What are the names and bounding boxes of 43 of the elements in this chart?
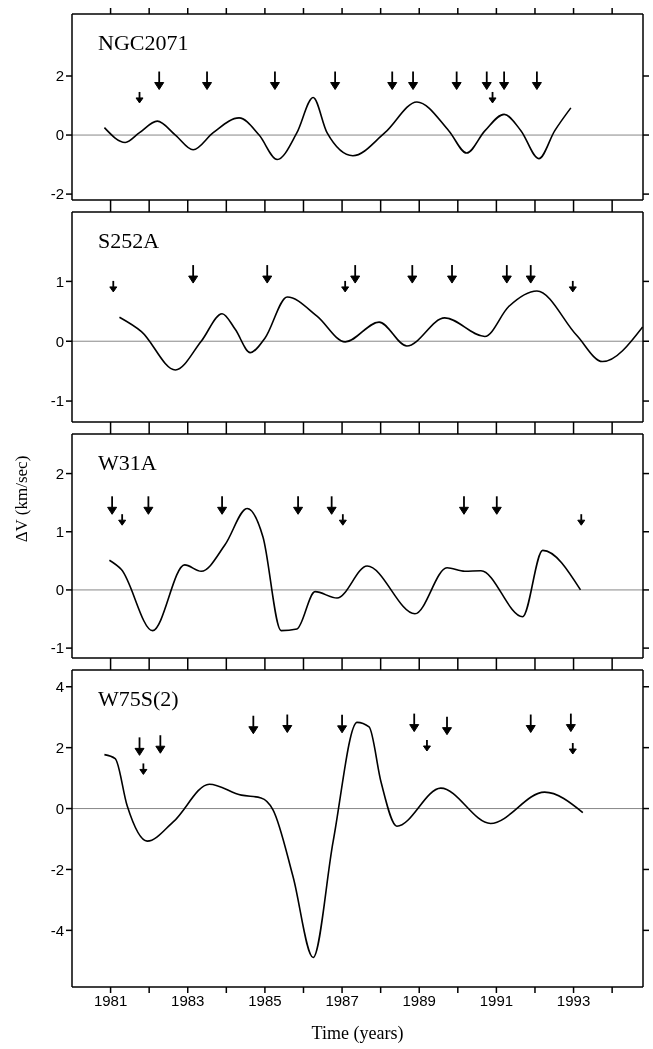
y-tick-label: 0	[55, 581, 64, 599]
y-axis-title: ΔV (km/sec)	[12, 454, 32, 544]
y-tick-label: 0	[55, 332, 64, 350]
x-tick-label: 1989	[402, 991, 436, 1009]
point	[248, 726, 259, 735]
point	[155, 745, 166, 754]
y-tick-label: 2	[55, 738, 64, 756]
y-tick-label: 2	[55, 67, 64, 85]
line-series	[108, 507, 582, 632]
text: W75S(2)	[98, 686, 179, 712]
line-series	[103, 721, 584, 959]
x-axis-title: Time (years)	[311, 1023, 404, 1044]
x-tick-label: 1991	[479, 991, 514, 1009]
y-tick-label: 0	[55, 799, 64, 817]
y-tick-label: 4	[55, 678, 64, 696]
x-tick-label: 1993	[556, 991, 591, 1009]
point	[565, 724, 576, 733]
y-tick-label: -1	[50, 392, 64, 410]
text: S252A	[98, 228, 160, 254]
y-tick-label: 0	[55, 126, 64, 144]
y-tick-label: -2	[50, 860, 64, 878]
point	[525, 725, 536, 734]
point	[337, 725, 348, 734]
y-tick-label: 1	[55, 272, 64, 290]
y-tick-label: -2	[50, 185, 64, 203]
y-tick-label: 1	[55, 523, 64, 541]
y-tick-label: -1	[50, 639, 64, 657]
x-tick-label: 1983	[171, 991, 205, 1009]
point	[422, 745, 431, 752]
y-tick-label: 2	[55, 464, 64, 482]
point	[568, 748, 577, 755]
point	[282, 725, 293, 734]
line-series	[103, 96, 572, 161]
x-tick-label: 1987	[325, 991, 359, 1009]
text: NGC2071	[98, 30, 189, 56]
point	[139, 768, 148, 775]
point	[442, 727, 453, 736]
point	[134, 747, 145, 756]
point	[409, 724, 420, 733]
y-tick-label: -4	[50, 921, 64, 939]
x-tick-label: 1985	[248, 991, 282, 1009]
text: W31A	[98, 450, 157, 476]
x-tick-label: 1981	[93, 991, 128, 1009]
